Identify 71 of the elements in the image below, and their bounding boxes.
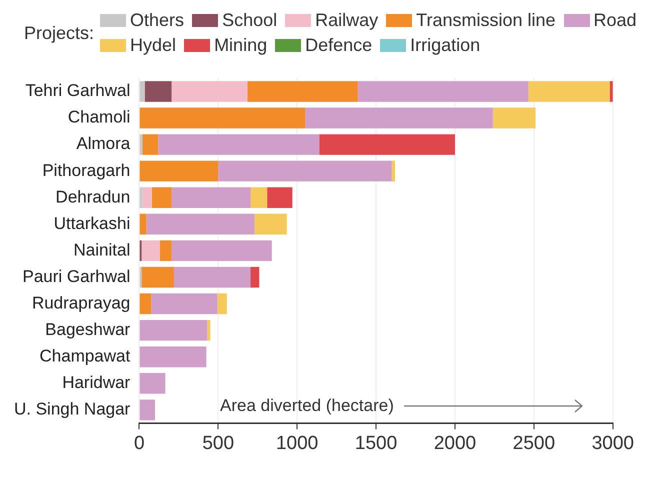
bar: [358, 81, 528, 102]
legend-label: School: [222, 10, 278, 31]
legend-label: Mining: [214, 35, 268, 56]
y-tick-label: Haridwar: [62, 373, 131, 392]
bar: [142, 266, 174, 288]
bar: [254, 214, 287, 235]
bar: [250, 187, 268, 208]
y-tick-label: Bageshwar: [45, 320, 131, 340]
bar: [140, 81, 145, 102]
bar: [207, 320, 210, 341]
legend-label: Road: [594, 10, 637, 31]
x-tick-label: 1000: [276, 432, 318, 454]
y-tick-label: Uttarkashi: [54, 214, 130, 233]
x-axis-title: Area diverted (hectare): [220, 396, 394, 416]
bar: [140, 320, 208, 341]
y-tick-label: Chamoli: [68, 108, 130, 127]
bar: [160, 240, 172, 262]
y-tick-label: Tehri Garhwal: [25, 81, 130, 100]
legend-label: Railway: [315, 10, 378, 31]
y-tick-label: Almora: [76, 134, 131, 154]
legend-label: Transmission line: [416, 10, 556, 31]
bar: [528, 81, 610, 102]
y-tick-label: Pauri Garhwal: [22, 266, 130, 286]
y-tick-label: Pithoragarh: [42, 160, 130, 180]
bar: [140, 373, 166, 394]
bar: [217, 293, 227, 314]
x-tick-label: 2500: [512, 432, 556, 454]
bar: [140, 160, 218, 182]
bar: [152, 187, 172, 208]
bar: [267, 187, 292, 208]
bar: [250, 266, 260, 288]
bar: [140, 187, 142, 208]
bar: [142, 240, 160, 262]
y-tick-label: Champawat: [40, 346, 130, 366]
bar: [218, 160, 392, 182]
bar: [142, 134, 158, 155]
legend-label: Defence: [305, 35, 372, 56]
bar: [305, 108, 493, 128]
bar: [140, 108, 305, 128]
bar: [172, 240, 272, 262]
y-tick-label: U. Singh Nagar: [14, 400, 131, 419]
bar: [247, 81, 358, 102]
bar: [172, 81, 248, 102]
bar: [144, 81, 172, 102]
y-tick-label: Nainital: [74, 240, 130, 260]
bar: [142, 187, 152, 208]
bar: [140, 214, 146, 235]
bar: [319, 134, 455, 155]
bar: [158, 134, 320, 155]
y-tick-label: Dehradun: [56, 187, 130, 206]
x-tick-label: 3000: [592, 432, 634, 454]
bar: [146, 214, 254, 235]
bar: [172, 187, 251, 208]
bar: [610, 81, 613, 102]
legend-label: Hydel: [130, 35, 176, 56]
x-tick-label: 500: [202, 432, 234, 454]
bar: [140, 400, 156, 420]
legend-title: Projects:: [24, 22, 94, 44]
bar: [140, 346, 206, 368]
x-tick-label: 2000: [434, 432, 476, 454]
bar: [392, 160, 395, 182]
bar: [174, 266, 251, 288]
bar: [140, 134, 142, 155]
y-tick-label: Rudraprayag: [32, 293, 130, 312]
bar: [140, 293, 152, 314]
bar: [151, 293, 218, 314]
x-tick-label: 0: [134, 432, 145, 454]
legend-label: Others: [130, 10, 184, 31]
bar: [492, 108, 536, 128]
legend-label: Irrigation: [410, 35, 480, 56]
x-tick-label: 1500: [354, 432, 398, 454]
